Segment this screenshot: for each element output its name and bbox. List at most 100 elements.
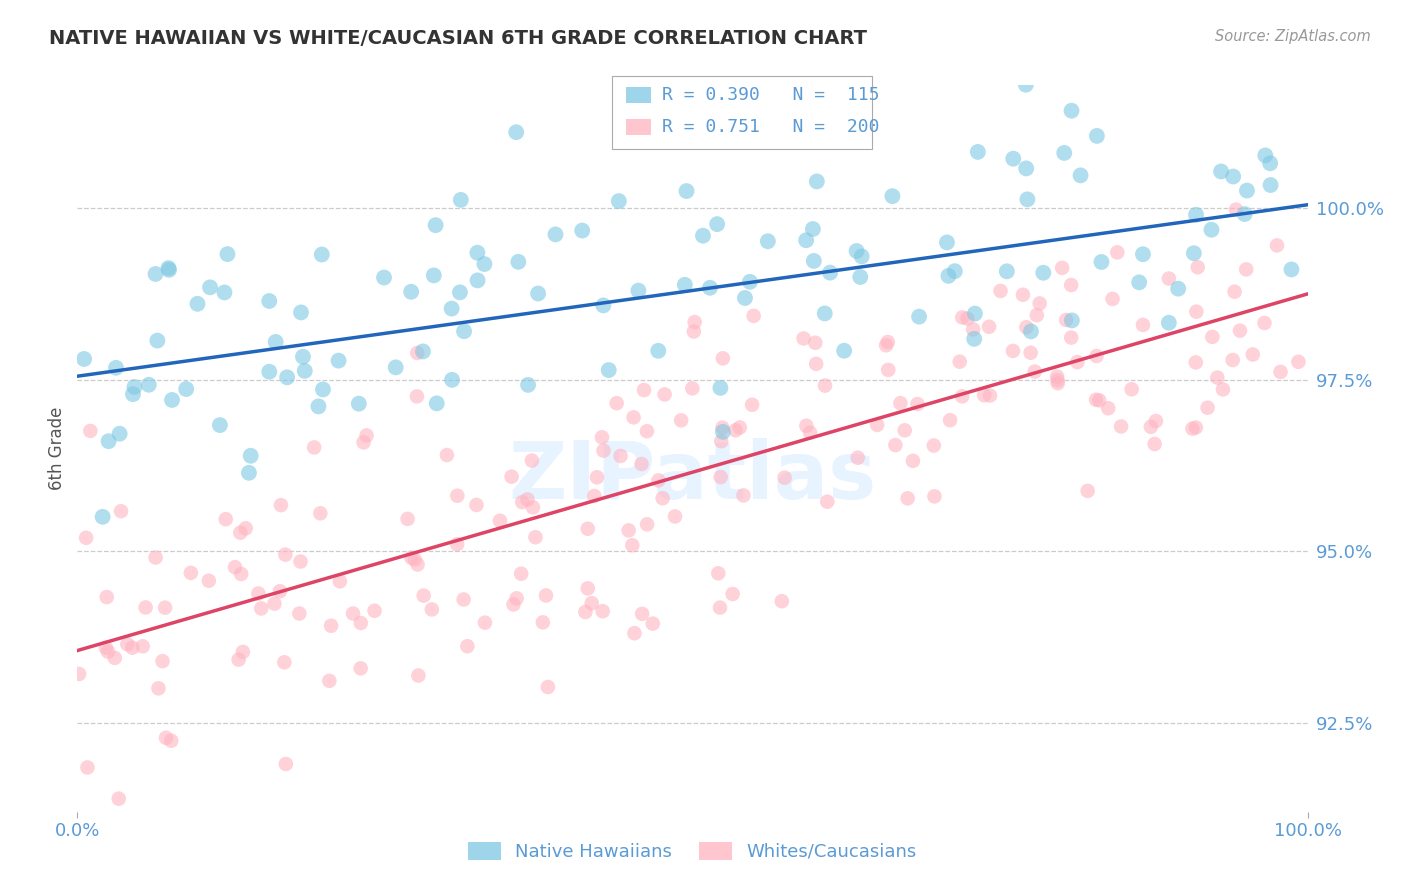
Point: [682, 325, 704, 339]
Point: [1222, 169, 1244, 184]
Point: [1050, 260, 1073, 275]
Point: [1181, 422, 1204, 436]
Point: [328, 353, 350, 368]
Point: [571, 223, 593, 237]
Point: [1182, 246, 1205, 260]
Point: [510, 566, 533, 581]
Point: [1054, 313, 1077, 327]
Point: [347, 397, 370, 411]
Point: [924, 489, 946, 503]
Text: ZIPatlas: ZIPatlas: [509, 438, 876, 516]
Point: [1184, 355, 1206, 369]
Point: [350, 615, 373, 630]
Point: [1286, 355, 1309, 369]
Point: [1253, 316, 1275, 330]
Point: [1066, 355, 1088, 369]
Point: [353, 435, 375, 450]
Point: [633, 383, 655, 397]
Point: [889, 396, 911, 410]
Point: [404, 552, 426, 566]
Point: [146, 334, 169, 348]
Point: [814, 378, 837, 392]
Point: [510, 495, 533, 509]
Point: [617, 524, 640, 538]
Point: [406, 346, 429, 360]
Point: [148, 681, 170, 696]
Point: [756, 234, 779, 248]
Point: [1024, 365, 1046, 379]
Point: [1223, 285, 1246, 299]
Point: [1187, 260, 1209, 275]
Point: [1281, 262, 1303, 277]
Point: [363, 604, 385, 618]
Point: [1053, 145, 1076, 160]
Point: [1132, 318, 1154, 332]
Point: [122, 387, 145, 401]
Point: [131, 640, 153, 654]
Point: [804, 357, 827, 371]
Point: [647, 343, 669, 358]
Point: [446, 537, 468, 551]
Point: [474, 615, 496, 630]
Point: [1015, 78, 1038, 92]
Point: [107, 791, 129, 805]
Point: [846, 450, 869, 465]
Point: [709, 600, 731, 615]
Point: [263, 597, 285, 611]
Text: R = 0.390   N =  115: R = 0.390 N = 115: [662, 87, 880, 104]
Point: [962, 322, 984, 336]
Point: [160, 733, 183, 747]
Text: NATIVE HAWAIIAN VS WHITE/CAUCASIAN 6TH GRADE CORRELATION CHART: NATIVE HAWAIIAN VS WHITE/CAUCASIAN 6TH G…: [49, 29, 868, 47]
Point: [264, 334, 287, 349]
Point: [724, 423, 747, 437]
Point: [1088, 393, 1111, 408]
Point: [342, 607, 364, 621]
Point: [232, 645, 254, 659]
Point: [1229, 324, 1251, 338]
Point: [1209, 164, 1232, 178]
Point: [318, 673, 340, 688]
Point: [770, 594, 793, 608]
Point: [574, 605, 596, 619]
Point: [231, 566, 253, 581]
Point: [502, 598, 524, 612]
Point: [893, 423, 915, 437]
Point: [180, 566, 202, 580]
Point: [1241, 347, 1264, 361]
Point: [956, 311, 979, 326]
Point: [882, 189, 904, 203]
Point: [734, 291, 756, 305]
Point: [294, 364, 316, 378]
Point: [592, 604, 614, 618]
Point: [1090, 255, 1112, 269]
Point: [449, 285, 471, 300]
Point: [699, 281, 721, 295]
Point: [1085, 349, 1108, 363]
Point: [630, 457, 652, 471]
Point: [1046, 376, 1069, 391]
Point: [508, 255, 530, 269]
Point: [1167, 282, 1189, 296]
Point: [818, 266, 841, 280]
Point: [1002, 152, 1025, 166]
Point: [711, 425, 734, 439]
Point: [1107, 245, 1129, 260]
Point: [733, 488, 755, 502]
Point: [157, 261, 180, 276]
Point: [1019, 324, 1042, 338]
Point: [75, 531, 97, 545]
Point: [524, 530, 547, 544]
Y-axis label: 6th Grade: 6th Grade: [48, 407, 66, 490]
Point: [738, 275, 761, 289]
Point: [707, 566, 730, 581]
Point: [1212, 383, 1234, 397]
Point: [995, 264, 1018, 278]
Point: [79, 424, 101, 438]
Point: [1225, 202, 1247, 217]
Point: [544, 227, 567, 242]
Point: [728, 420, 751, 434]
Point: [1236, 184, 1258, 198]
Point: [124, 380, 146, 394]
Point: [446, 489, 468, 503]
Point: [467, 245, 489, 260]
